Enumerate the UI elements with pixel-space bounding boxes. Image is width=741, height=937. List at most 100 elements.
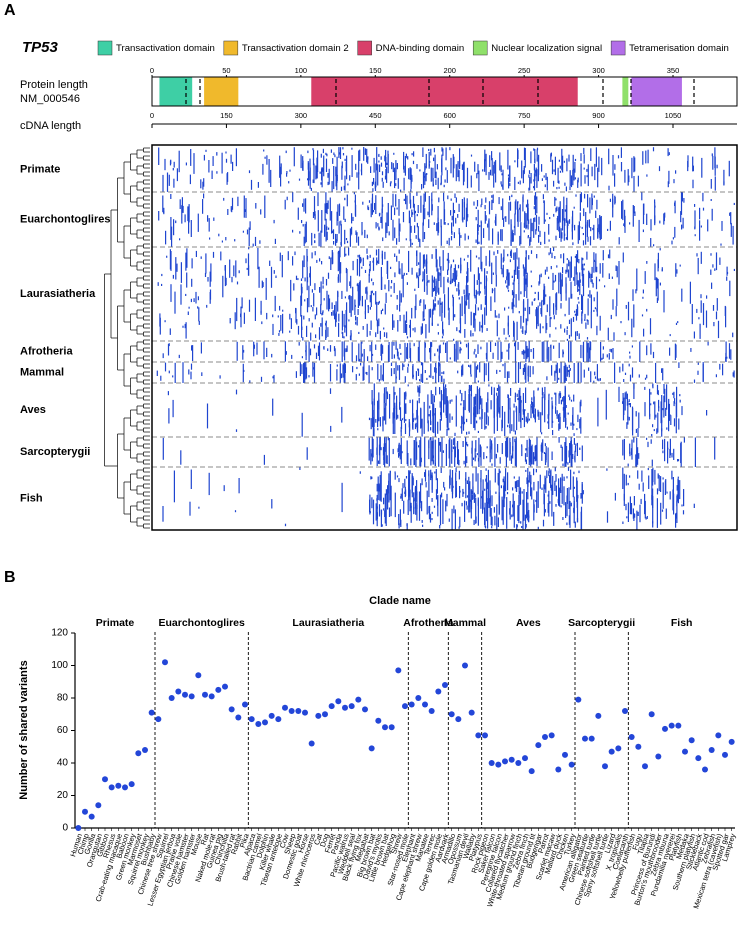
variant-cell bbox=[458, 282, 460, 296]
variant-cell bbox=[622, 199, 624, 221]
variant-cell bbox=[295, 371, 297, 378]
variant-cell bbox=[355, 374, 357, 381]
variant-cell bbox=[646, 213, 648, 225]
variant-cell bbox=[652, 467, 654, 483]
variant-cell bbox=[371, 181, 373, 187]
variant-cell bbox=[579, 418, 581, 429]
variant-cell bbox=[555, 327, 557, 330]
variant-cell bbox=[493, 411, 495, 434]
variant-cell bbox=[320, 182, 322, 185]
variant-cell bbox=[205, 149, 207, 152]
variant-cell bbox=[652, 424, 654, 428]
variant-cell bbox=[701, 157, 703, 178]
variant-cell bbox=[357, 254, 359, 258]
variant-cell bbox=[506, 371, 509, 383]
variant-cell bbox=[535, 229, 537, 235]
variant-cell bbox=[473, 407, 475, 428]
variant-cell bbox=[264, 195, 266, 218]
variant-cell bbox=[583, 167, 585, 170]
variant-cell bbox=[732, 372, 734, 377]
variant-cell bbox=[368, 273, 370, 276]
variant-cell bbox=[306, 447, 308, 460]
variant-cell bbox=[232, 161, 234, 171]
variant-cell bbox=[225, 151, 227, 154]
variant-cell bbox=[263, 149, 265, 152]
variant-cell bbox=[673, 391, 675, 399]
variant-cell bbox=[377, 460, 380, 464]
variant-cell bbox=[496, 412, 498, 431]
x-tick-label: Pika bbox=[238, 832, 251, 849]
variant-cell bbox=[454, 509, 456, 530]
variant-cell bbox=[458, 470, 460, 480]
variant-cell bbox=[567, 370, 569, 372]
variant-cell bbox=[432, 460, 435, 464]
variant-cell bbox=[516, 393, 518, 398]
variant-cell bbox=[576, 480, 578, 508]
variant-cell bbox=[331, 181, 333, 192]
variant-cell bbox=[372, 188, 374, 192]
variant-cell bbox=[409, 470, 411, 474]
variant-cell bbox=[401, 263, 403, 279]
variant-cell bbox=[375, 503, 377, 521]
variant-cell bbox=[436, 259, 438, 272]
variant-cell bbox=[163, 207, 165, 215]
variant-cell bbox=[357, 236, 360, 246]
variant-cell bbox=[263, 454, 265, 465]
variant-cell bbox=[430, 148, 432, 156]
variant-cell bbox=[459, 389, 461, 394]
variant-cell bbox=[409, 319, 411, 338]
variant-cell bbox=[355, 321, 357, 325]
variant-cell bbox=[528, 187, 530, 191]
variant-cell bbox=[452, 202, 454, 227]
variant-cell bbox=[457, 163, 459, 178]
variant-cell bbox=[538, 281, 540, 286]
variant-cell bbox=[481, 496, 483, 499]
variant-cell bbox=[517, 480, 519, 487]
variant-cell bbox=[406, 440, 408, 465]
variant-cell bbox=[477, 457, 480, 462]
variant-cell bbox=[553, 213, 555, 217]
variant-cell bbox=[451, 231, 453, 235]
variant-cell bbox=[379, 437, 381, 450]
variant-cell bbox=[497, 444, 499, 453]
variant-cell bbox=[715, 311, 718, 320]
variant-cell bbox=[581, 445, 583, 462]
variant-cell bbox=[306, 276, 309, 283]
variant-cell bbox=[305, 221, 307, 243]
variant-cell bbox=[596, 291, 598, 315]
variant-cell bbox=[582, 345, 584, 359]
point bbox=[195, 672, 202, 679]
variant-cell bbox=[285, 150, 287, 154]
variant-cell bbox=[415, 235, 417, 239]
point bbox=[362, 706, 368, 713]
variant-cell bbox=[348, 247, 350, 256]
variant-cell bbox=[325, 323, 327, 326]
variant-cell bbox=[523, 410, 525, 428]
variant-cell bbox=[653, 401, 655, 405]
variant-cell bbox=[368, 365, 370, 383]
variant-cell bbox=[713, 322, 715, 327]
variant-cell bbox=[733, 370, 735, 378]
variant-cell bbox=[391, 162, 393, 170]
variant-cell bbox=[489, 250, 491, 266]
variant-cell bbox=[378, 226, 380, 231]
variant-cell bbox=[297, 278, 299, 281]
variant-cell bbox=[575, 309, 578, 321]
variant-cell bbox=[373, 410, 375, 430]
variant-cell bbox=[581, 257, 583, 271]
variant-cell bbox=[470, 374, 472, 377]
variant-cell bbox=[538, 234, 540, 243]
variant-cell bbox=[511, 514, 513, 518]
variant-cell bbox=[423, 193, 425, 208]
variant-cell bbox=[439, 344, 441, 354]
variant-cell bbox=[488, 384, 490, 387]
variant-cell bbox=[403, 500, 405, 514]
variant-cell bbox=[428, 506, 430, 514]
variant-cell bbox=[380, 509, 382, 527]
variant-cell bbox=[173, 161, 175, 168]
domain bbox=[311, 77, 578, 106]
variant-cell bbox=[346, 194, 348, 207]
variant-cell bbox=[725, 341, 727, 362]
variant-cell bbox=[382, 181, 384, 188]
variant-cell bbox=[567, 462, 569, 465]
